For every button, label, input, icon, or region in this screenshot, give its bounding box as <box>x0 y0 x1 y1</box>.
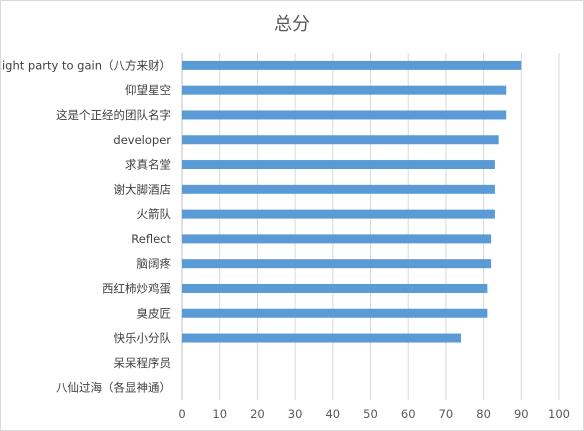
bar <box>182 160 495 170</box>
x-tick-label: 20 <box>250 407 265 421</box>
bar <box>182 234 492 244</box>
x-tick-label: 40 <box>325 407 340 421</box>
category-label: 谢大脚酒店 <box>114 182 172 196</box>
category-label: developer <box>113 133 171 147</box>
bar <box>182 308 488 318</box>
category-label: Reflect <box>131 232 171 246</box>
x-tick-label: 60 <box>401 407 416 421</box>
x-tick-label: 10 <box>212 407 227 421</box>
category-label: 仰望星空 <box>125 83 171 97</box>
bar <box>182 209 495 219</box>
category-label: 火箭队 <box>137 207 172 221</box>
category-label: 求真名堂 <box>125 158 171 172</box>
bar <box>182 110 507 120</box>
category-label: 这是个正经的团队名字 <box>56 108 171 122</box>
category-label: 快乐小分队 <box>114 331 172 345</box>
x-tick-label: 90 <box>514 407 529 421</box>
x-tick-label: 100 <box>548 407 570 421</box>
x-tick-label: 30 <box>288 407 303 421</box>
bar <box>182 259 492 269</box>
bar <box>182 85 507 95</box>
bar <box>182 184 495 194</box>
bar <box>182 333 461 343</box>
x-tick-label: 70 <box>439 407 454 421</box>
chart-title: 总分 <box>274 14 310 35</box>
x-tick-label: 50 <box>363 407 378 421</box>
x-tick-label: 80 <box>476 407 491 421</box>
category-label: 呆呆程序员 <box>114 356 172 370</box>
category-label: 脑阔疼 <box>137 257 172 271</box>
category-label: 西红柿炒鸡蛋 <box>102 281 171 295</box>
category-label: 八仙过海（各显神通） <box>56 381 171 395</box>
bar <box>182 135 499 145</box>
category-label: Eight party to gain（八方来财） <box>1 58 171 72</box>
category-label: 臭皮匠 <box>137 306 172 320</box>
x-tick-label: 0 <box>178 407 185 421</box>
bar <box>182 60 522 70</box>
bar <box>182 283 488 293</box>
